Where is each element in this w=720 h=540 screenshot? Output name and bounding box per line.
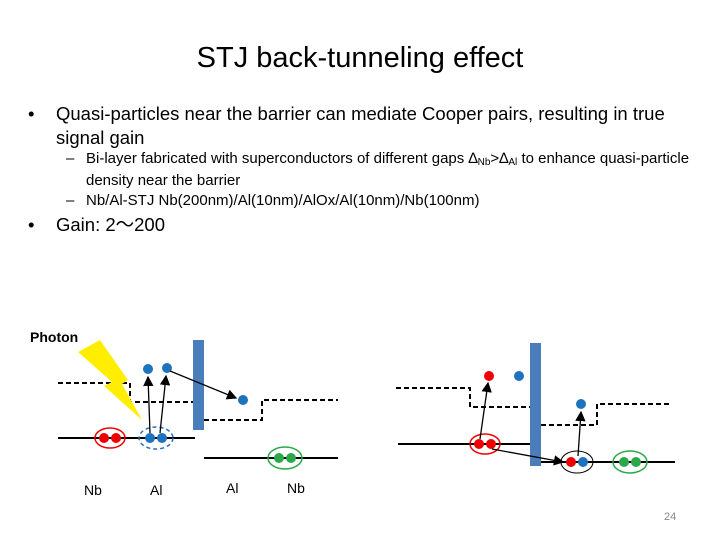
text: > [490, 150, 500, 167]
particles [94, 363, 648, 474]
layer-label: Al [226, 480, 238, 496]
bullet-marker: – [66, 192, 75, 209]
barrier [530, 343, 541, 466]
symbol: ∆ [468, 150, 478, 167]
photon-label: Photon [30, 329, 78, 345]
subscript: Al [508, 157, 518, 168]
bullet: Quasi-particles near the barrier can med… [56, 103, 665, 148]
bullet: Gain: 2～200 [56, 214, 166, 235]
energy-levels [58, 382, 675, 463]
text: Bi-layer fabricated with superconductors… [86, 150, 469, 167]
arrows [143, 370, 586, 466]
barrier [193, 340, 204, 430]
bullet-marker: • [28, 103, 35, 124]
title: STJ back-tunneling effect [196, 42, 524, 74]
symbol: ∆ [499, 150, 509, 167]
layer-label: Nb [287, 480, 305, 496]
subscript: Nb [477, 157, 491, 168]
layer-label: Nb [84, 482, 102, 498]
page-number: 24 [664, 511, 676, 523]
sub-bullet: Bi-layer fabricated with superconductors… [86, 150, 696, 190]
sub-bullet: Nb/Al-STJ Nb(200nm)/Al(10nm)/AlOx/Al(10n… [86, 192, 480, 209]
text: to enhance quasi-particle density near t… [86, 150, 690, 189]
bullet-marker: – [66, 150, 75, 167]
photon-icon [78, 340, 142, 420]
layer-label: Al [150, 482, 162, 498]
bullet-marker: • [28, 214, 35, 235]
